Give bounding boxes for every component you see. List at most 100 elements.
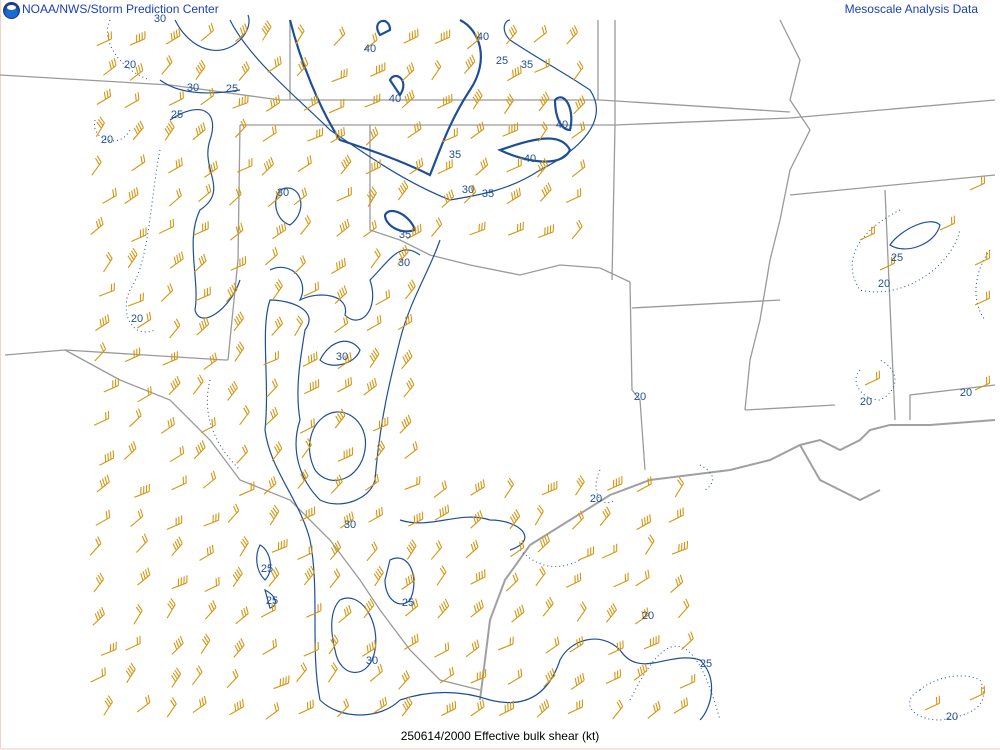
wind-barb: [302, 351, 318, 368]
contour-label: 40: [556, 119, 568, 131]
wind-barb: [160, 416, 175, 434]
wind-barb: [192, 695, 207, 714]
wind-barb: [229, 186, 242, 206]
wind-barb: [267, 188, 282, 208]
wind-barb: [124, 187, 139, 204]
wind-barb: [293, 187, 308, 206]
wind-barb: [939, 215, 956, 231]
wind-barb: [337, 376, 353, 393]
wind-barb: [169, 318, 181, 339]
contour-label: 25: [266, 595, 278, 607]
wind-barb: [364, 473, 379, 491]
wind-barb: [300, 215, 312, 235]
contour-label: 25: [496, 55, 508, 67]
wind-barb: [470, 699, 485, 717]
wind-barb: [470, 121, 485, 139]
contour-label: 40: [524, 153, 536, 165]
wind-barb: [647, 700, 661, 719]
wind-barb: [439, 666, 455, 684]
wind-barb: [569, 636, 584, 653]
contour-label: 20: [960, 387, 972, 399]
wind-barb: [504, 477, 514, 499]
wind-barb: [402, 62, 415, 82]
wind-barb: [605, 669, 622, 684]
wind-barb: [293, 255, 306, 275]
wind-barb: [137, 311, 152, 329]
wind-barb: [232, 94, 249, 109]
wind-barb: [570, 672, 585, 691]
wind-barb: [137, 567, 151, 586]
wind-barb: [497, 636, 514, 651]
wind-barb: [567, 699, 584, 715]
wind-barb: [328, 98, 345, 114]
wind-barb: [470, 479, 485, 496]
wind-barb: [538, 224, 555, 239]
wind-barb: [271, 441, 283, 462]
wind-barb: [129, 63, 144, 81]
wind-barb: [171, 667, 182, 688]
wind-barb: [674, 476, 684, 498]
wind-barb: [92, 607, 105, 626]
wind-barb: [272, 279, 283, 300]
wind-barb: [671, 540, 689, 555]
wind-barb: [511, 604, 525, 623]
wind-barb: [404, 476, 421, 490]
wind-barb: [397, 180, 409, 201]
wind-barb: [338, 604, 352, 624]
wind-barb: [578, 546, 595, 561]
contour-label: 25: [700, 658, 712, 670]
wind-barb: [168, 375, 181, 396]
wind-barb: [566, 572, 582, 588]
wind-barb: [166, 515, 183, 530]
wind-barb: [161, 55, 173, 75]
wind-barb: [195, 286, 211, 302]
wind-barb: [260, 602, 276, 618]
wind-barb: [169, 188, 182, 207]
wind-barb: [636, 476, 652, 492]
contour-label: 20: [860, 396, 872, 408]
wind-barb: [96, 474, 110, 493]
contour-label: 40: [477, 31, 489, 43]
wind-barb: [336, 186, 352, 202]
contour-label: 25: [261, 563, 273, 575]
contour-label: 20: [642, 610, 654, 622]
wind-barb: [437, 159, 453, 175]
wind-barb: [635, 569, 650, 587]
wind-barb: [545, 636, 560, 654]
wind-barb: [90, 216, 104, 235]
wind-barb: [969, 685, 986, 701]
wind-barb: [409, 157, 424, 175]
wind-barb: [234, 118, 247, 138]
wind-barb: [103, 251, 113, 273]
contour-label: 20: [946, 711, 958, 723]
wind-barb: [137, 386, 152, 403]
wind-barb: [236, 444, 249, 464]
wind-barb: [262, 638, 278, 655]
wind-barb: [503, 93, 514, 114]
wind-barb: [673, 697, 689, 714]
wind-barb: [613, 572, 629, 588]
wind-barb: [261, 20, 272, 41]
wind-barb: [539, 182, 552, 202]
wind-barb: [330, 127, 346, 144]
wind-barb: [171, 635, 184, 655]
wind-barb: [294, 315, 304, 337]
wind-barb: [340, 154, 352, 175]
wind-barb: [226, 282, 238, 303]
wind-barb: [974, 250, 991, 266]
wind-barb: [670, 574, 684, 593]
wind-barb: [103, 57, 117, 76]
contour-label: 25: [402, 597, 414, 609]
wind-barb: [102, 187, 117, 204]
wind-barb: [470, 509, 483, 529]
wind-barb: [506, 65, 522, 82]
wind-barb: [974, 375, 991, 391]
wind-barb: [404, 633, 419, 650]
wind-barb: [127, 292, 145, 307]
wind-barb: [573, 95, 586, 115]
wind-barb: [100, 641, 117, 656]
wind-barb: [271, 538, 288, 553]
wind-barb: [502, 122, 519, 137]
wind-barb: [431, 217, 443, 237]
